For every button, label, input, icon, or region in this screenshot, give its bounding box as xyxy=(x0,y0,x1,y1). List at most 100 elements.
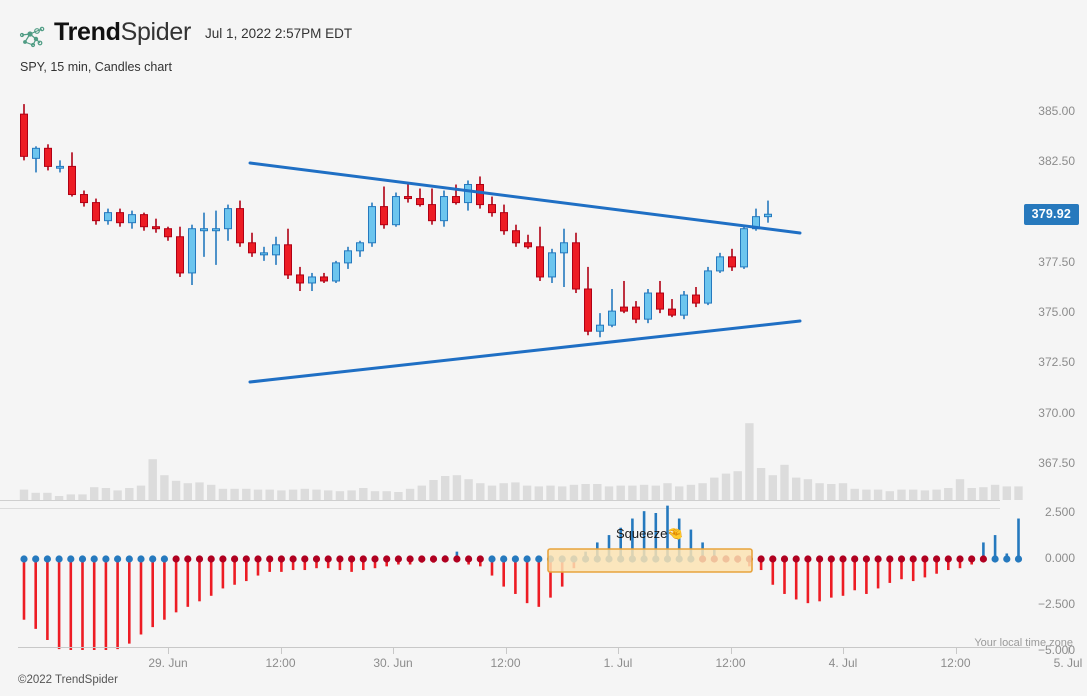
time-axis-tick xyxy=(618,647,619,654)
volume-bar xyxy=(125,488,134,500)
current-price-badge: 379.92 xyxy=(1023,204,1079,226)
candle-body xyxy=(692,294,700,304)
candle-body xyxy=(80,194,88,204)
squeeze-on-dot xyxy=(933,555,941,563)
candlestick xyxy=(152,218,160,233)
volume-bar xyxy=(476,483,485,500)
header-datetime: Jul 1, 2022 2:57PM EDT xyxy=(205,26,353,41)
candle-body xyxy=(272,244,280,256)
candle-body xyxy=(656,292,664,310)
squeeze-on-dot xyxy=(851,555,859,563)
time-axis-label: 5. Jul xyxy=(1053,656,1083,670)
candle-body xyxy=(500,212,508,232)
candlestick xyxy=(716,252,724,273)
volume-bar xyxy=(897,489,906,500)
time-axis-tick xyxy=(505,647,507,654)
candle-body xyxy=(764,213,772,218)
candle-body xyxy=(152,226,160,230)
candlestick xyxy=(272,236,280,265)
squeeze-on-dot xyxy=(371,555,379,563)
volume-bar xyxy=(1014,486,1023,500)
volume-bar xyxy=(955,479,965,500)
squeeze-on-dot xyxy=(195,555,204,563)
volume-bar xyxy=(1002,486,1011,500)
price-axis-label: 382.50 xyxy=(1038,154,1075,169)
squeeze-on-dot xyxy=(301,555,309,563)
volume-bar xyxy=(873,489,883,500)
time-axis-rule xyxy=(18,647,1030,648)
lower-support-trendline[interactable] xyxy=(248,319,802,384)
squeeze-on-dot xyxy=(874,555,882,563)
candle-body xyxy=(104,212,112,222)
candle-body xyxy=(404,196,412,200)
volume-bar xyxy=(417,485,426,500)
squeeze-off-dot xyxy=(114,555,122,563)
trendlines-group[interactable] xyxy=(248,161,802,384)
candle-body xyxy=(488,204,496,214)
candle-body xyxy=(164,228,172,238)
candle-body xyxy=(200,228,208,232)
squeeze-on-dot xyxy=(862,555,871,563)
time-axis-label: 29. Jun xyxy=(148,656,188,670)
candlestick xyxy=(488,196,496,217)
candle-body xyxy=(260,252,268,256)
squeeze-on-dot xyxy=(172,555,180,563)
candle-body xyxy=(548,252,556,278)
candlestick xyxy=(608,289,616,328)
volume-bar xyxy=(394,492,403,500)
squeeze-highlight-box[interactable] xyxy=(547,548,753,573)
candlestick xyxy=(68,152,76,197)
candlestick xyxy=(632,301,640,324)
upper-resistance-trendline[interactable] xyxy=(248,161,802,235)
volume-bar xyxy=(277,490,286,500)
volume-bar xyxy=(382,491,391,500)
candlesticks-group xyxy=(20,104,772,338)
brand-title-light: Spider xyxy=(120,18,192,46)
volume-bar xyxy=(452,475,462,500)
candlestick xyxy=(584,266,592,336)
volume-bar xyxy=(768,475,777,500)
volume-bar xyxy=(511,482,520,500)
candle-body xyxy=(368,206,376,244)
volume-bar xyxy=(780,464,789,500)
candlestick xyxy=(740,224,748,269)
chart-canvas[interactable] xyxy=(0,80,1087,650)
volume-bar xyxy=(43,492,52,500)
squeeze-off-dot xyxy=(1003,555,1011,563)
squeeze-on-dot xyxy=(312,555,321,563)
volume-bar xyxy=(487,485,497,500)
brand-row: TrendSpider Jul 1, 2022 2:57PM EDT xyxy=(18,20,352,50)
volume-bar xyxy=(288,489,298,500)
candle-body xyxy=(644,292,652,320)
squeeze-on-dot xyxy=(242,555,250,563)
squeeze-on-dot xyxy=(406,555,414,563)
time-axis-label: 12:00 xyxy=(715,656,746,670)
squeeze-off-dot xyxy=(20,555,28,563)
candle-body xyxy=(704,270,712,304)
squeeze-on-dot xyxy=(476,555,484,563)
volume-bar xyxy=(359,488,368,500)
volume-bar xyxy=(101,488,111,500)
candle-body xyxy=(452,196,460,204)
candlestick xyxy=(248,232,256,257)
squeeze-zone-box[interactable] xyxy=(547,548,753,573)
volume-bar xyxy=(90,487,99,500)
candle-body xyxy=(584,288,592,332)
volume-bar xyxy=(932,489,941,500)
volume-bar xyxy=(827,484,836,500)
candle-body xyxy=(416,198,424,206)
brand-title: TrendSpider xyxy=(54,20,191,45)
candle-body xyxy=(44,147,52,167)
candle-body xyxy=(56,165,64,169)
volume-bar xyxy=(944,488,953,500)
candle-body xyxy=(632,306,640,320)
volume-bar xyxy=(441,476,450,500)
candle-body xyxy=(116,212,124,224)
chart-plot-area[interactable] xyxy=(0,80,1087,650)
candlestick xyxy=(212,210,220,265)
volume-bar xyxy=(651,485,660,500)
candlestick xyxy=(536,226,544,281)
squeeze-on-dot xyxy=(921,555,929,563)
squeeze-on-dot xyxy=(231,555,239,563)
